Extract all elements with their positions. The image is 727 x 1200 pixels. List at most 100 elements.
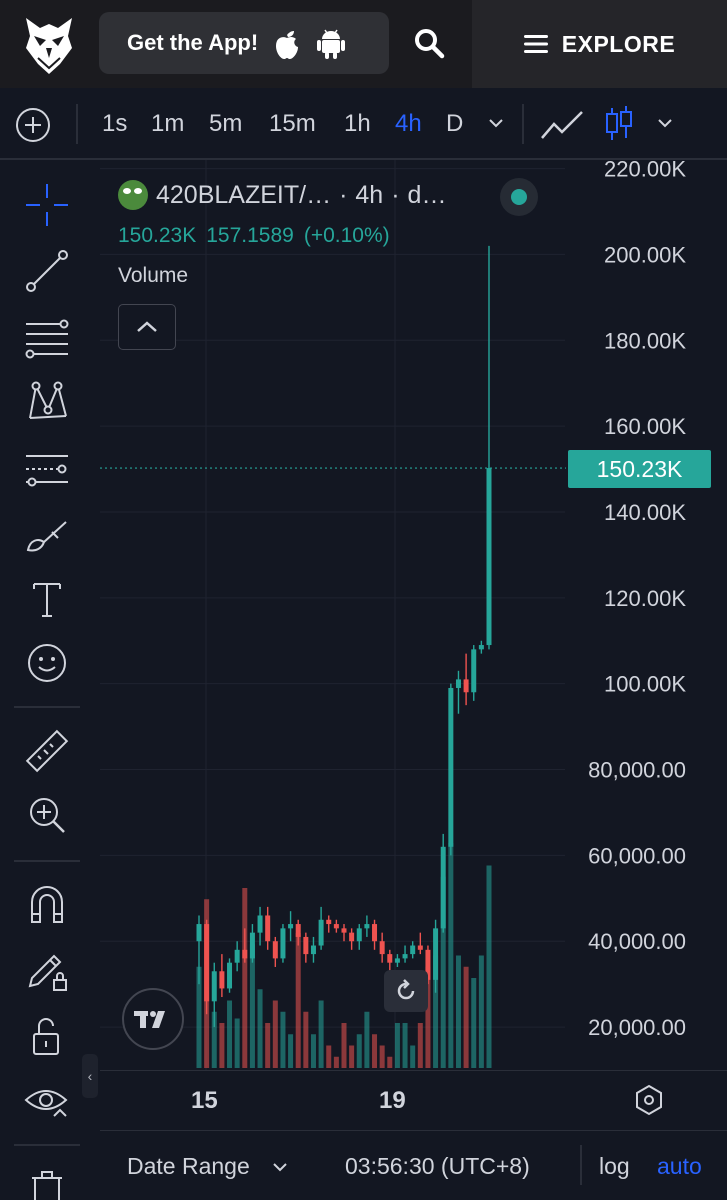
tradingview-logo-icon[interactable] bbox=[122, 988, 184, 1050]
volume-bar bbox=[486, 865, 492, 1068]
chart-toolbar: 1s 1m 5m 15m 1h 4h D bbox=[0, 88, 727, 160]
exchange-label: d… bbox=[407, 180, 447, 209]
log-scale-toggle[interactable]: log bbox=[599, 1153, 630, 1179]
secondary-value: 157.1589 bbox=[206, 224, 294, 247]
chart-type-chevron-icon[interactable] bbox=[656, 116, 674, 130]
volume-bar bbox=[417, 1023, 423, 1068]
timeframe-D[interactable]: D bbox=[446, 110, 464, 137]
line-chart-icon[interactable] bbox=[540, 106, 584, 142]
candlestick-chart[interactable]: 220.00K 200.00K 180.00K 160.00K 140.00K 120.0… bbox=[100, 160, 727, 1070]
price-change: (+0.10%) bbox=[303, 224, 390, 247]
legend-separator: · bbox=[339, 180, 348, 209]
hamburger-menu-icon bbox=[523, 35, 548, 53]
chevron-down-icon[interactable] bbox=[487, 116, 505, 130]
volume-bar bbox=[249, 944, 255, 1068]
volume-bar bbox=[349, 1045, 355, 1068]
volume-bar bbox=[326, 1045, 332, 1068]
volume-bar bbox=[211, 1011, 217, 1068]
volume-bar bbox=[394, 1023, 400, 1068]
trash-icon[interactable] bbox=[22, 1166, 72, 1200]
forecast-tool-icon[interactable] bbox=[22, 444, 72, 494]
candle-body bbox=[257, 915, 263, 933]
volume-bar bbox=[272, 1000, 278, 1068]
trend-line-icon[interactable] bbox=[22, 246, 72, 296]
candle-body bbox=[196, 924, 202, 942]
timeframe-5m[interactable]: 5m bbox=[209, 110, 243, 137]
volume-bar bbox=[478, 955, 484, 1068]
auto-scale-toggle[interactable]: auto bbox=[657, 1153, 702, 1179]
chart-settings-icon[interactable] bbox=[634, 1083, 664, 1117]
legend-separator: · bbox=[391, 180, 400, 209]
brush-icon[interactable] bbox=[22, 510, 72, 560]
price-axis-label: 60,000.00 bbox=[588, 843, 686, 868]
sidebar-collapse-handle[interactable]: ‹ bbox=[82, 1054, 98, 1098]
candle-body bbox=[364, 924, 370, 929]
volume-bar bbox=[333, 1056, 339, 1068]
candle-body bbox=[448, 687, 454, 847]
unlock-icon[interactable] bbox=[22, 1012, 72, 1062]
reset-chart-button[interactable] bbox=[384, 970, 428, 1012]
candle-body bbox=[440, 846, 446, 929]
magnet-icon[interactable] bbox=[22, 880, 72, 930]
get-app-button[interactable]: Get the App! bbox=[99, 12, 389, 74]
toolbar-divider bbox=[76, 104, 78, 144]
candle-body bbox=[204, 924, 210, 1002]
candle-body bbox=[318, 919, 324, 946]
volume-bar bbox=[379, 1045, 385, 1068]
volume-bar bbox=[219, 1023, 225, 1068]
candle-body bbox=[265, 915, 271, 942]
price-axis-label: 180.00K bbox=[604, 328, 686, 353]
time-label: 15 bbox=[191, 1087, 218, 1114]
chart-pane[interactable]: 220.00K 200.00K 180.00K 160.00K 140.00K 120.0… bbox=[100, 160, 727, 1130]
volume-bar bbox=[196, 966, 202, 1068]
emoji-icon[interactable] bbox=[22, 638, 72, 688]
clock-timezone[interactable]: 03:56:30 (UTC+8) bbox=[345, 1153, 530, 1179]
volume-bar bbox=[303, 1011, 309, 1068]
candlestick-chart-icon[interactable] bbox=[604, 104, 634, 144]
volume-bar bbox=[356, 1034, 362, 1068]
ruler-icon[interactable] bbox=[22, 726, 72, 776]
zoom-in-icon[interactable] bbox=[22, 790, 72, 840]
explore-menu-button[interactable]: EXPLORE bbox=[472, 0, 727, 88]
symbol-legend[interactable]: 420BLAZEIT/… · 4h · d… bbox=[118, 180, 446, 210]
pattern-tool-icon[interactable] bbox=[22, 376, 72, 426]
eye-icon[interactable] bbox=[22, 1076, 72, 1126]
candle-body bbox=[326, 919, 332, 925]
get-app-label: Get the App! bbox=[127, 30, 259, 55]
chevron-down-icon[interactable] bbox=[272, 1161, 288, 1173]
time-axis[interactable]: 15 19 bbox=[100, 1070, 727, 1130]
volume-bar bbox=[463, 966, 469, 1068]
crosshair-icon[interactable] bbox=[22, 180, 72, 230]
fib-retracement-icon[interactable] bbox=[22, 314, 72, 364]
candle-body bbox=[242, 949, 248, 959]
candle-body bbox=[249, 932, 255, 959]
timeframe-15m[interactable]: 15m bbox=[269, 110, 316, 137]
collapse-legend-button[interactable] bbox=[118, 304, 176, 350]
candle-body bbox=[227, 962, 233, 989]
candle-body bbox=[387, 954, 393, 963]
android-icon bbox=[317, 29, 346, 59]
volume-indicator-label[interactable]: Volume bbox=[118, 264, 189, 287]
apple-icon bbox=[276, 31, 299, 59]
volume-bar bbox=[234, 1018, 240, 1068]
owl-logo-icon[interactable] bbox=[22, 14, 76, 76]
add-symbol-icon[interactable] bbox=[15, 107, 51, 143]
date-range-button[interactable]: Date Range bbox=[127, 1153, 250, 1179]
price-axis-label: 160.00K bbox=[604, 414, 686, 439]
market-status-icon[interactable] bbox=[500, 178, 538, 216]
timeframe-1s[interactable]: 1s bbox=[102, 110, 128, 137]
timeframe-1m[interactable]: 1m bbox=[151, 110, 185, 137]
volume-bar bbox=[387, 1056, 393, 1068]
volume-bar bbox=[341, 1023, 347, 1068]
bottom-divider bbox=[580, 1145, 582, 1185]
search-icon[interactable] bbox=[410, 24, 448, 62]
lock-drawings-icon[interactable] bbox=[22, 946, 72, 996]
text-tool-icon[interactable] bbox=[22, 574, 72, 624]
timeframe-1h[interactable]: 1h bbox=[344, 110, 371, 137]
candle-body bbox=[295, 924, 301, 937]
time-label: 19 bbox=[379, 1087, 406, 1114]
candle-body bbox=[219, 971, 225, 989]
volume-bar bbox=[242, 888, 248, 1068]
price-axis-label: 100.00K bbox=[604, 672, 686, 697]
timeframe-4h[interactable]: 4h bbox=[395, 110, 422, 137]
